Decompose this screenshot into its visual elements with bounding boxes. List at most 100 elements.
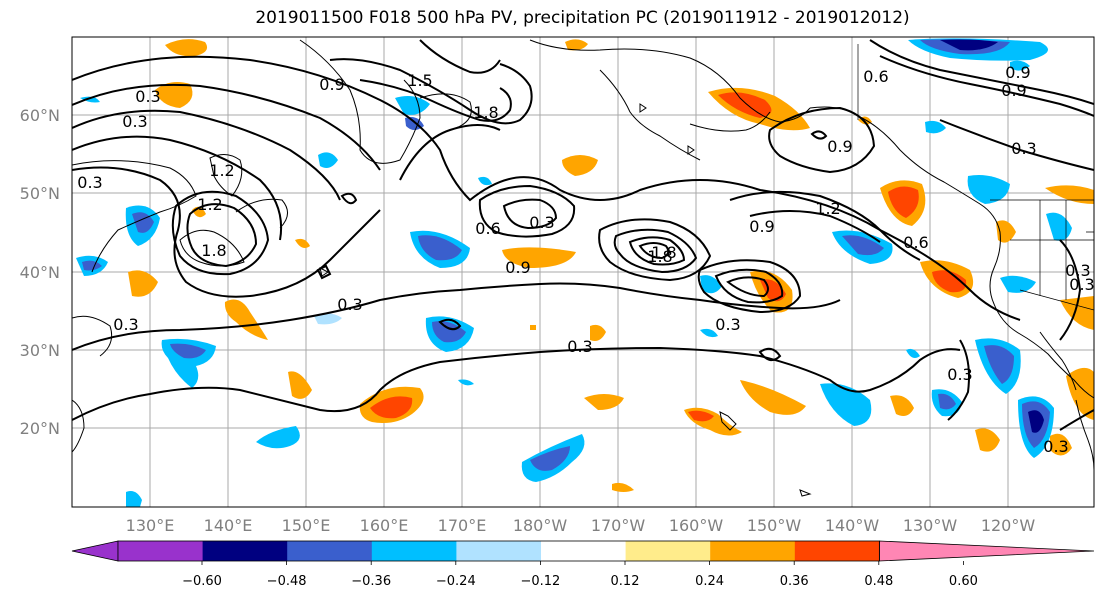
blob: [938, 393, 956, 410]
pv-contour-0.3-low: [478, 184, 576, 238]
islands: [319, 103, 812, 497]
contour-label: 0.9: [749, 217, 774, 236]
blob: [418, 235, 462, 261]
pv-contour-0.3-ne: [939, 119, 1094, 171]
coastline-north-america: [809, 106, 1094, 399]
pv-contour-0.9-ne: [879, 55, 1094, 117]
island: [639, 103, 647, 113]
longitude-label: 170°W: [591, 516, 646, 535]
colorbar-frame: [117, 540, 880, 562]
contour-label: 0.3: [113, 315, 138, 334]
pv-contour-1.2-east: [714, 268, 784, 304]
contour-label: 0.3: [135, 87, 160, 106]
blob: [932, 270, 967, 293]
border-state: [1019, 289, 1094, 311]
contour-label: 1.2: [197, 195, 222, 214]
pv-contour-0.9: [72, 109, 341, 201]
colorbar-segment: [202, 541, 288, 561]
pv-contour-small: [758, 347, 782, 362]
coastline-asia: [72, 160, 197, 273]
pv-contour-1.8: [186, 203, 258, 268]
latitude-label: 40°N: [20, 263, 60, 282]
blob: [890, 395, 914, 416]
pv-contour-0.9-gulf: [768, 106, 876, 174]
contour-label: 0.9: [1005, 63, 1030, 82]
latitude-label: 20°N: [20, 419, 60, 438]
pv-contour-1.2: [72, 135, 283, 241]
coastline-philippines: [72, 399, 85, 453]
colorbar-segment: [118, 541, 204, 561]
colorbar-segment: [710, 541, 796, 561]
island: [799, 489, 812, 497]
pv-contours: [72, 39, 1094, 431]
blob: [128, 270, 158, 297]
pv-contour-1.2-mid: [613, 228, 698, 274]
pv-contour-gulf-center: [810, 130, 828, 140]
colorbar: [71, 540, 1095, 562]
pv-contour-mid: [399, 124, 501, 181]
contour-label: 0.3: [122, 112, 147, 131]
coastline-baja: [1039, 331, 1077, 391]
contour-label: 1.8: [201, 241, 226, 260]
blob: [700, 328, 718, 338]
coastline-alaska-peninsula: [689, 111, 771, 132]
colorbar-tick-label: 0.60: [949, 574, 978, 589]
longitude-label: 140°W: [825, 516, 880, 535]
colorbar-segment: [794, 541, 880, 561]
map-title: 2019011500 F018 500 hPa PV, precipitatio…: [255, 8, 910, 28]
positive-anomaly-blobs: [128, 39, 1094, 492]
blob: [318, 152, 338, 168]
blob: [1046, 212, 1072, 241]
latitude-labels: 60°N 50°N 40°N 30°N 20°N: [20, 106, 60, 438]
contour-label: 1.2: [209, 161, 234, 180]
blob: [224, 299, 268, 340]
colorbar-segment: [287, 541, 373, 561]
colorbar-tick-label: −0.60: [182, 574, 222, 589]
colorbar-tick-label: −0.12: [520, 574, 560, 589]
colorbar-tick-label: 0.36: [780, 574, 809, 589]
coastline-mexico: [1075, 399, 1094, 471]
pv-contour-1.2-east-upper: [729, 190, 921, 261]
precipitation-shading: [76, 38, 1094, 507]
pv-contour-0.3: [72, 55, 1021, 321]
borders: [857, 44, 1094, 311]
pv-contour-0.6: [72, 83, 381, 171]
blob: [1028, 410, 1044, 433]
blob: [1010, 60, 1030, 71]
blob: [940, 39, 998, 51]
graticule: [72, 37, 1094, 507]
contour-label: 0.6: [903, 233, 928, 252]
pv-contour-1.5: [171, 190, 270, 276]
colorbar-tick-label: −0.24: [436, 574, 476, 589]
longitude-label: 170°E: [438, 516, 487, 535]
blob: [562, 155, 598, 176]
blob: [432, 321, 466, 343]
contour-label: 0.3: [529, 213, 554, 232]
coastline-chukotka: [419, 93, 472, 129]
border-state: [1086, 231, 1094, 264]
blob: [584, 394, 624, 410]
colorbar-segment: [456, 541, 542, 561]
pv-contour-0.3-mexico: [1059, 409, 1094, 431]
contour-label: 1.5: [407, 71, 432, 90]
pv-contour-0.3-tropical: [72, 346, 961, 421]
contour-label: 0.3: [1065, 261, 1090, 280]
contour-label: 0.9: [505, 258, 530, 277]
map-panel: 0.9 1.5 1.8 0.3 1.2 1.8 0.6 0.3 0.9 0.3 1.8 1.2 0.9 1…: [71, 36, 1095, 508]
coastline-japan: [179, 229, 245, 267]
colorbar-tick-label: 0.12: [611, 574, 640, 589]
pv-contour-0.9-east-upper: [749, 210, 881, 243]
pv-contour-top: [419, 39, 501, 74]
blob: [502, 247, 576, 268]
blob: [370, 396, 413, 419]
longitude-label: 150°E: [282, 516, 331, 535]
longitude-label: 160°E: [360, 516, 409, 535]
contour-label: 0.3: [1069, 275, 1094, 294]
latitude-label: 60°N: [20, 106, 60, 125]
contour-label: 0.9: [1001, 81, 1026, 100]
longitude-label: 160°W: [669, 516, 724, 535]
contour-label: 0.3: [947, 365, 972, 384]
blob: [1060, 296, 1094, 330]
blob: [612, 482, 634, 492]
blob: [906, 348, 920, 358]
